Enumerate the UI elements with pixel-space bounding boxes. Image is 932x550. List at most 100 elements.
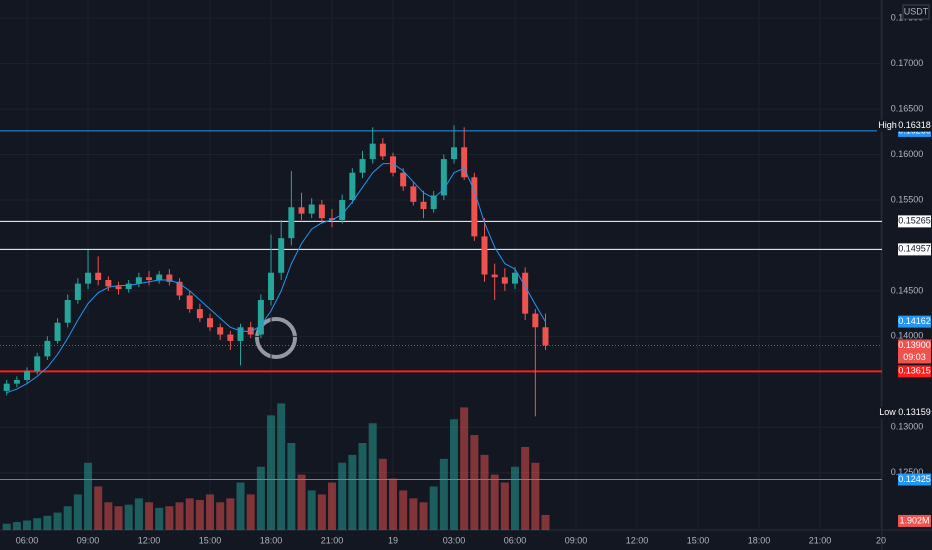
candle-body: [115, 286, 122, 290]
volume-bar: [378, 458, 387, 530]
candle-body: [390, 156, 397, 173]
volume-bar: [511, 466, 520, 530]
volume-bar: [124, 504, 133, 530]
candle-body: [349, 172, 356, 200]
marker-bg: [898, 339, 931, 352]
volume-bar: [490, 474, 499, 530]
candle-body: [146, 277, 153, 280]
candle-body: [125, 283, 132, 290]
candle-body: [400, 172, 407, 187]
volume-bar: [195, 499, 204, 530]
candle-body: [542, 327, 549, 346]
y-tick-label: 0.12500: [891, 467, 924, 477]
volume-bar: [287, 442, 296, 530]
price-line-label: 0.12425: [898, 474, 931, 484]
volume-bar: [277, 403, 286, 530]
marker-label: 0.13900: [898, 340, 931, 350]
volume-bar: [145, 502, 154, 530]
x-tick-label: 09:00: [565, 535, 588, 545]
candle-body: [318, 204, 325, 219]
volume-bar: [419, 502, 428, 530]
price-line-label-bg: [898, 215, 931, 228]
candle-body: [420, 201, 427, 210]
candle-body: [64, 300, 71, 323]
price-line-label: 0.13615: [898, 366, 931, 376]
volume-bar: [175, 502, 184, 530]
volume-bar: [165, 506, 174, 530]
candle-body: [54, 322, 61, 341]
y-tick-label: 0.16000: [891, 149, 924, 159]
candle-body: [166, 274, 173, 282]
x-tick-label: 18:00: [260, 535, 283, 545]
volume-bar: [267, 415, 276, 530]
volume-bar: [368, 423, 377, 530]
volume-bar: [531, 462, 540, 530]
countdown: 09:03: [903, 352, 926, 362]
x-tick-label: 15:00: [199, 535, 222, 545]
candle-body: [156, 274, 163, 280]
x-tick-label: 21:00: [809, 535, 832, 545]
volume-bar: [541, 514, 550, 530]
candle-body: [339, 200, 346, 220]
volume-bar: [338, 462, 347, 530]
candle-body: [308, 204, 315, 214]
volume-bar: [389, 478, 398, 530]
unit-label: USDT: [904, 6, 929, 16]
volume-bar: [43, 515, 52, 530]
volume-bar: [439, 458, 448, 530]
marker-name-bg: [877, 406, 898, 419]
x-tick-label: 15:00: [687, 535, 710, 545]
x-tick-label: 06:00: [504, 535, 527, 545]
volume-bar: [409, 498, 418, 530]
x-tick-label: 21:00: [321, 535, 344, 545]
marker-name: High: [878, 120, 897, 130]
price-line-label: 0.14957: [898, 244, 931, 254]
volume-bar: [2, 523, 11, 530]
volume-bar: [500, 482, 509, 530]
volume-bar: [94, 486, 103, 530]
candle-body: [268, 272, 275, 300]
price-line-label-bg: [898, 243, 931, 256]
candle-body: [512, 272, 519, 284]
volume-bar: [53, 512, 62, 530]
x-tick-label: 20: [876, 535, 886, 545]
volume-bar: [216, 502, 225, 530]
volume-label-bg: [898, 514, 931, 527]
x-tick-label: 09:00: [77, 535, 100, 545]
x-tick-label: 12:00: [626, 535, 649, 545]
candle-body: [430, 195, 437, 210]
candle-body: [440, 159, 447, 196]
y-tick-label: 0.14000: [891, 331, 924, 341]
x-tick-label: 18:00: [748, 535, 771, 545]
volume-bar: [104, 502, 113, 530]
volume-bar: [134, 498, 143, 530]
volume-bar: [73, 494, 82, 530]
candle-body: [247, 327, 254, 335]
candle-body: [24, 370, 31, 380]
y-tick-label: 0.13000: [891, 422, 924, 432]
volume-bar: [429, 486, 438, 530]
candle-body: [522, 272, 529, 314]
candle-body: [471, 177, 478, 237]
volume-bar: [12, 522, 21, 530]
candle-body: [176, 281, 183, 296]
candle-body: [13, 380, 20, 384]
volume-bar: [206, 494, 215, 530]
volume-bar: [63, 506, 72, 530]
price-line-label-bg: [898, 365, 931, 378]
annotation-circle: [255, 317, 297, 359]
unit-box: [902, 4, 930, 20]
volume-bar: [84, 462, 93, 530]
volume-bar: [33, 518, 42, 530]
candle-body: [359, 159, 366, 173]
candle-body: [186, 295, 193, 310]
candle-body: [329, 218, 336, 220]
candle-body: [257, 300, 264, 335]
candle-body: [44, 340, 51, 357]
x-tick-label: 12:00: [138, 535, 161, 545]
candle-body: [135, 277, 142, 284]
volume-bar: [317, 494, 326, 530]
marker-label: 0.14162: [898, 316, 931, 326]
volume-bar: [328, 482, 337, 530]
candle-body: [461, 147, 468, 178]
